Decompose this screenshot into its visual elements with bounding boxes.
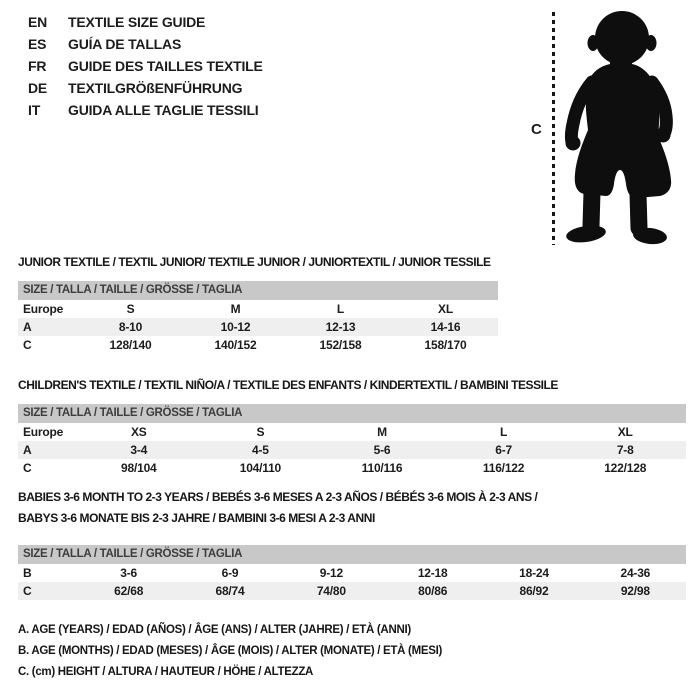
table-row: Europe S M L XL — [18, 300, 498, 318]
table-cell: 6-7 — [495, 443, 512, 457]
language-row: FR GUIDE DES TAILLES TEXTILE — [28, 55, 263, 77]
table-cell: 12-13 — [325, 320, 356, 334]
table-cell: S — [126, 302, 135, 316]
language-row: ES GUÍA DE TALLAS — [28, 33, 263, 55]
language-row: EN TEXTILE SIZE GUIDE — [28, 11, 263, 33]
table-cell: 110/116 — [361, 461, 403, 475]
footnote-line: C. (cm) HEIGHT / ALTURA / HAUTEUR / HÖHE… — [18, 666, 314, 678]
footnote-line: B. AGE (MONTHS) / EDAD (MESES) / ÂGE (MO… — [18, 645, 443, 657]
table-cell: 74/80 — [316, 584, 346, 598]
table-cell: 68/74 — [215, 584, 245, 598]
table-row: C 62/68 68/74 74/80 80/86 86/92 92/98 — [18, 582, 686, 600]
size-table-children: SIZE / TALLA / TAILLE / GRÖSSE / TAGLIA E… — [18, 404, 686, 477]
section-title-line: CHILDREN'S TEXTILE / TEXTIL NIÑO/A / TEX… — [18, 378, 558, 392]
table-cell: 7-8 — [616, 443, 634, 457]
toddler-silhouette-icon — [564, 11, 673, 245]
language-label: TEXTILE SIZE GUIDE — [68, 14, 206, 30]
table-cell: 3-6 — [120, 566, 138, 580]
table-cell: 86/92 — [519, 584, 549, 598]
table-cell: 12-18 — [417, 566, 448, 580]
table-row: A 3-4 4-5 5-6 6-7 7-8 — [18, 441, 686, 459]
table-cell: 122/128 — [604, 461, 647, 475]
table-cell: 5-6 — [373, 443, 391, 457]
language-code: ES — [28, 36, 47, 52]
table-cell: XL — [438, 302, 453, 316]
table-cell: 10-12 — [220, 320, 251, 334]
size-table-babies: SIZE / TALLA / TAILLE / GRÖSSE / TAGLIA B… — [18, 545, 686, 600]
table-cell: 98/104 — [121, 461, 157, 475]
size-table-header: SIZE / TALLA / TAILLE / GRÖSSE / TAGLIA — [18, 545, 686, 564]
row-label: Europe — [23, 425, 64, 439]
section-title-junior: JUNIOR TEXTILE / TEXTIL JUNIOR/ TEXTILE … — [18, 252, 491, 273]
section-title-line: BABIES 3-6 MONTH TO 2-3 YEARS / BEBÉS 3-… — [18, 490, 538, 504]
table-cell: 92/98 — [620, 584, 650, 598]
size-table-junior: SIZE / TALLA / TAILLE / GRÖSSE / TAGLIA E… — [18, 281, 498, 354]
footnote-line: A. AGE (YEARS) / EDAD (AÑOS) / ÂGE (ANS)… — [18, 624, 411, 636]
language-row: IT GUIDA ALLE TAGLIE TESSILI — [28, 99, 263, 121]
language-label: TEXTILGRÖßENFÜHRUNG — [68, 80, 243, 96]
table-cell: 158/170 — [424, 338, 467, 352]
row-label: A — [23, 320, 32, 334]
row-label: A — [23, 443, 32, 457]
table-cell: L — [336, 302, 345, 316]
language-label: GUIDA ALLE TAGLIE TESSILI — [68, 102, 259, 118]
language-code: FR — [28, 58, 47, 74]
table-cell: S — [256, 425, 265, 439]
table-cell: 116/122 — [482, 461, 525, 475]
language-list: EN TEXTILE SIZE GUIDE ES GUÍA DE TALLAS FR GU… — [28, 11, 263, 121]
section-title-line: JUNIOR TEXTILE / TEXTIL JUNIOR/ TEXTILE … — [18, 255, 491, 269]
measure-label-c: C — [531, 121, 542, 138]
language-label: GUÍA DE TALLAS — [68, 36, 182, 52]
table-cell: 80/86 — [418, 584, 448, 598]
table-row: Europe XS S M L XL — [18, 423, 686, 441]
language-code: IT — [28, 102, 41, 118]
table-cell: XL — [617, 425, 633, 439]
table-cell: 140/152 — [214, 338, 257, 352]
size-table-header: SIZE / TALLA / TAILLE / GRÖSSE / TAGLIA — [18, 404, 686, 423]
table-cell: 3-4 — [130, 443, 148, 457]
table-cell: 14-16 — [430, 320, 461, 334]
language-label: GUIDE DES TAILLES TEXTILE — [68, 58, 263, 74]
language-row: DE TEXTILGRÖßENFÜHRUNG — [28, 77, 263, 99]
table-cell: 8-10 — [118, 320, 143, 334]
row-label: C — [23, 338, 32, 352]
row-label: C — [23, 461, 32, 475]
table-cell: 18-24 — [519, 566, 549, 580]
table-cell: M — [377, 425, 387, 439]
table-row: A 8-10 10-12 12-13 14-16 — [18, 318, 498, 336]
table-row: C 128/140 140/152 152/158 158/170 — [18, 336, 498, 354]
table-cell: 104/110 — [239, 461, 282, 475]
table-row: C 98/104 104/110 110/116 116/122 122/128 — [18, 459, 686, 477]
section-title-children: CHILDREN'S TEXTILE / TEXTIL NIÑO/A / TEX… — [18, 375, 558, 396]
table-row: B 3-6 6-9 9-12 12-18 18-24 24-36 — [18, 564, 686, 582]
footnotes: A. AGE (YEARS) / EDAD (AÑOS) / ÂGE (ANS)… — [18, 620, 442, 683]
table-cell: XS — [130, 425, 147, 439]
table-cell: L — [500, 425, 508, 439]
language-code: DE — [28, 80, 48, 96]
table-cell: 62/68 — [114, 584, 144, 598]
size-table-header: SIZE / TALLA / TAILLE / GRÖSSE / TAGLIA — [18, 281, 498, 300]
row-label: Europe — [23, 302, 64, 316]
section-title-line: BABYS 3-6 MONATE BIS 2-3 JAHRE / BAMBINI… — [18, 511, 375, 525]
table-cell: 6-9 — [221, 566, 239, 580]
table-cell: 128/140 — [109, 338, 152, 352]
section-title-babies: BABIES 3-6 MONTH TO 2-3 YEARS / BEBÉS 3-… — [18, 487, 538, 529]
language-code: EN — [28, 14, 48, 30]
row-label: C — [23, 584, 32, 598]
row-label: B — [23, 566, 32, 580]
table-cell: 152/158 — [319, 338, 362, 352]
height-measure-line — [552, 12, 555, 245]
table-cell: 4-5 — [252, 443, 269, 457]
table-cell: 24-36 — [620, 566, 651, 580]
table-cell: M — [230, 302, 241, 316]
table-cell: 9-12 — [319, 566, 343, 580]
